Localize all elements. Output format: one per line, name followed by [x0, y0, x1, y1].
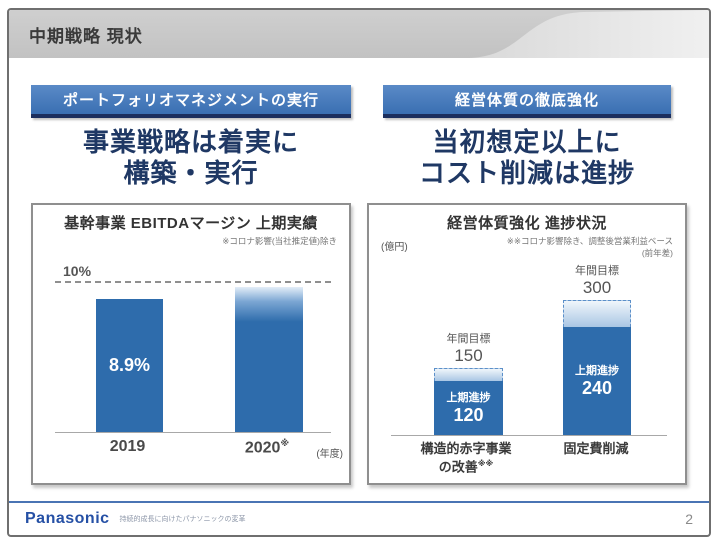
- year-label-2020: 2020※: [244, 438, 290, 457]
- left-chart-note: ※コロナ影響(当社推定値)除き: [222, 236, 337, 246]
- x-axis: [391, 435, 667, 436]
- remaining-segment: [563, 300, 631, 327]
- category-label-1: 構造的赤字事業 の改善※※: [420, 441, 512, 475]
- right-chart-notes: (億円) ※※コロナ影響除き、調整後営業利益ベース (前年差): [381, 235, 673, 259]
- right-column: 経営体質の徹底強化 当初想定以上に コスト削減は進捗 経営体質強化 進捗状況 (…: [367, 85, 687, 485]
- remaining-segment: [434, 367, 503, 381]
- page-title: 中期戦略 現状: [29, 26, 143, 46]
- unit-label: (億円): [381, 242, 408, 253]
- target-10-line: [55, 281, 331, 283]
- left-headline: 事業戦略は着実に 構築・実行: [82, 127, 299, 188]
- target-10-label: 10%: [63, 263, 92, 279]
- right-chart-box: 経営体質強化 進捗状況 (億円) ※※コロナ影響除き、調整後営業利益ベース (前年…: [367, 203, 687, 485]
- right-chart-note: ※※コロナ影響除き、調整後営業利益ベース (前年差): [506, 236, 673, 258]
- right-banner: 経営体質の徹底強化: [383, 85, 671, 118]
- bar-2019-fill: 8.9%: [96, 298, 163, 432]
- progress-chart: 年間目標 150 上期進捗 120 年間目標: [383, 263, 671, 436]
- bar-2019-value: 8.9%: [108, 354, 151, 375]
- year-label-2019: 2019: [109, 438, 146, 455]
- progress-segment: 上期進捗 120: [434, 381, 503, 435]
- left-column: ポートフォリオマネジメントの実行 事業戦略は着実に 構築・実行 基幹事業 EBI…: [31, 85, 351, 485]
- progress-segment: 上期進捗 240: [563, 327, 631, 435]
- left-chart-box: 基幹事業 EBITDAマージン 上期実績 ※コロナ影響(当社推定値)除き 10%…: [31, 203, 351, 485]
- category-labels: 構造的赤字事業 の改善※※ 固定費削減: [381, 436, 673, 474]
- right-chart-title: 経営体質強化 進捗状況: [447, 215, 607, 232]
- slide-footer: Panasonic 持続的成長に向けたパナソニックの変革 2: [9, 501, 709, 535]
- header-swoosh-decoration: [469, 10, 709, 58]
- x-axis: [55, 432, 331, 433]
- panasonic-logo: Panasonic: [25, 510, 110, 527]
- left-banner: ポートフォリオマネジメントの実行: [31, 85, 351, 118]
- right-headline: 当初想定以上に コスト削減は進捗: [418, 127, 635, 188]
- bar-2020-fill: [235, 286, 303, 432]
- annual-target-label: 年間目標 300: [575, 265, 619, 297]
- annual-target-label: 年間目標 150: [446, 332, 491, 365]
- axis-unit-label: (年度): [316, 449, 343, 460]
- x-axis-labels: 2019 2020※ (年度): [45, 433, 343, 463]
- slide: 中期戦略 現状 ポートフォリオマネジメントの実行 事業戦略は着実に 構築・実行 …: [7, 8, 711, 537]
- slide-content: ポートフォリオマネジメントの実行 事業戦略は着実に 構築・実行 基幹事業 EBI…: [9, 58, 709, 501]
- category-label-2: 固定費削減: [563, 441, 629, 456]
- progress-bar-group: 年間目標 300 上期進捗 240: [563, 265, 631, 435]
- slide-header: 中期戦略 現状: [9, 10, 709, 58]
- footer-tagline: 持続的成長に向けたパナソニックの変革: [119, 516, 246, 523]
- left-chart-title: 基幹事業 EBITDAマージン 上期実績: [64, 215, 318, 232]
- ebitda-chart: 10% 8.9%: [47, 263, 335, 433]
- page-number: 2: [685, 511, 693, 527]
- progress-bar-group: 年間目標 150 上期進捗 120: [434, 332, 503, 435]
